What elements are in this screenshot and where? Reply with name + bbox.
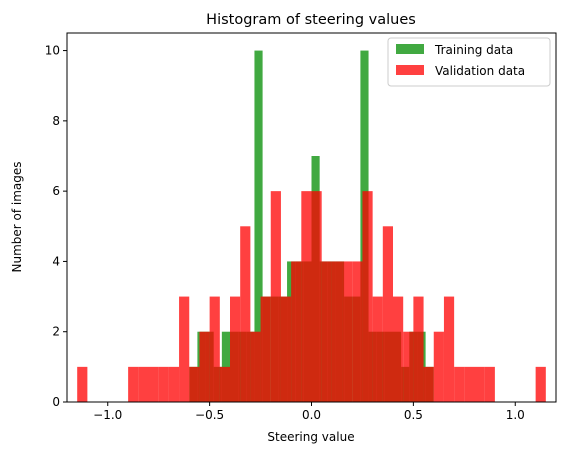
y-tick-label: 10 xyxy=(45,44,60,58)
bar-series-1-bin-3 xyxy=(148,366,159,402)
bar-series-1-bin-25 xyxy=(372,296,383,402)
bar-series-1-bin-27 xyxy=(393,296,404,402)
bar-series-1-bin-18 xyxy=(301,191,312,402)
x-tick-label: −0.5 xyxy=(195,408,224,422)
y-tick-label: 4 xyxy=(52,254,60,268)
legend-swatch-0 xyxy=(396,44,424,54)
bar-series-1-bin-10 xyxy=(219,366,230,402)
legend-label-0: Training data xyxy=(434,43,513,57)
bar-series-1-bin-1 xyxy=(128,366,139,402)
bar-series-1-bin-35 xyxy=(474,366,485,402)
bar-series-1-bin-21 xyxy=(331,261,343,402)
bar-series-1-bin-19 xyxy=(311,191,322,402)
x-axis: −1.0 −0.5 0.0 0.5 1.0 xyxy=(93,402,525,422)
bar-series-1-bin-36 xyxy=(484,366,495,402)
bar-series-1-bin-9 xyxy=(209,296,220,402)
y-axis: 0 2 4 6 8 10 xyxy=(45,44,67,409)
y-tick-label: 0 xyxy=(52,395,60,409)
bar-series-0-bin-8 xyxy=(254,50,263,402)
bar-series-1-bin-28 xyxy=(403,331,414,402)
x-tick-label: 1.0 xyxy=(506,408,525,422)
legend-box xyxy=(387,37,551,87)
bar-series-1-bin-17 xyxy=(291,261,302,402)
chart-title: Histogram of steering values xyxy=(206,12,416,28)
bar-series-1-bin-30 xyxy=(423,366,434,402)
bars-layer xyxy=(77,50,546,402)
bar-series-1-bin-14 xyxy=(260,296,271,402)
x-tick-label: 0.0 xyxy=(302,408,321,422)
bar-series-1-bin-12 xyxy=(240,226,251,402)
bar-series-1-bin-23 xyxy=(352,261,363,402)
bar-series-1-bin-20 xyxy=(321,261,332,402)
bar-series-1-bin-22 xyxy=(342,261,353,402)
bar-series-1-bin-37 xyxy=(535,366,546,402)
y-tick-label: 2 xyxy=(52,325,60,339)
bar-series-1-bin-24 xyxy=(362,191,373,402)
legend: Training data Validation data xyxy=(387,37,551,87)
bar-series-1-bin-11 xyxy=(230,296,241,402)
bar-series-1-bin-6 xyxy=(179,296,190,402)
bar-series-1-bin-5 xyxy=(168,366,180,402)
bar-series-1-bin-4 xyxy=(158,366,169,402)
x-axis-label: Steering value xyxy=(267,430,354,444)
bar-series-1-bin-8 xyxy=(199,331,210,402)
bar-series-1-bin-29 xyxy=(413,296,424,402)
bar-series-1-bin-32 xyxy=(443,296,455,402)
y-tick-label: 8 xyxy=(52,114,60,128)
bar-series-0-bin-4 xyxy=(221,331,230,402)
bar-series-1-bin-15 xyxy=(270,191,281,402)
legend-label-1: Validation data xyxy=(435,64,525,78)
y-axis-label: Number of images xyxy=(10,161,24,272)
bar-series-1-bin-31 xyxy=(433,331,444,402)
legend-swatch-1 xyxy=(396,65,424,75)
bar-series-1-bin-34 xyxy=(464,366,475,402)
bar-series-1-bin-16 xyxy=(280,296,292,402)
bar-series-1-bin-33 xyxy=(454,366,465,402)
bar-series-1-bin-26 xyxy=(382,226,393,402)
bar-series-1-bin-13 xyxy=(250,331,261,402)
bar-series-1-bin-2 xyxy=(138,366,149,402)
bar-series-1-bin-0 xyxy=(77,366,88,402)
x-tick-label: −1.0 xyxy=(93,408,122,422)
bar-series-1-bin-7 xyxy=(189,366,200,402)
x-tick-label: 0.5 xyxy=(404,408,423,422)
y-tick-label: 6 xyxy=(52,184,60,198)
